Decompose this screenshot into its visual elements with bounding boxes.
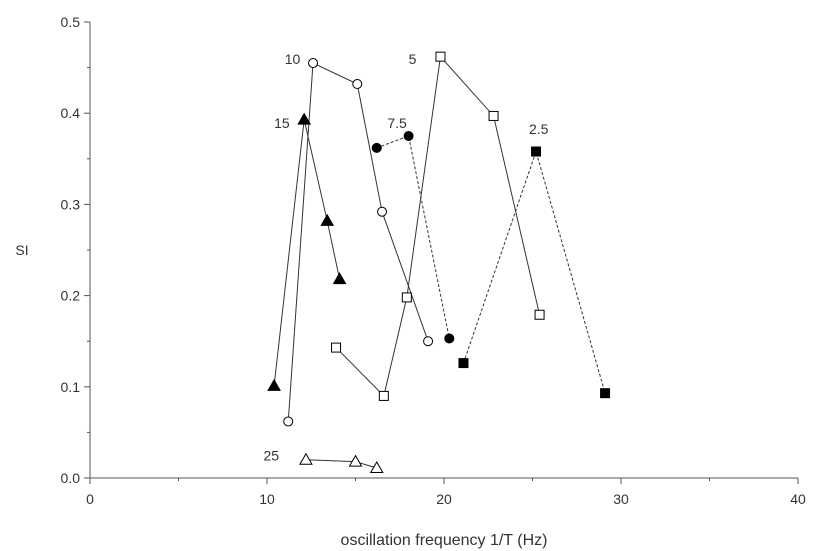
data-point (403, 131, 414, 141)
data-point (444, 333, 455, 344)
data-point (600, 388, 611, 399)
series-markers (267, 51, 611, 473)
y-tick-label: 0.2 (61, 288, 81, 304)
data-point (488, 110, 499, 121)
x-tick-label: 20 (436, 491, 452, 507)
y-ticks: 0.0 0.1 0.2 0.3 0.4 0.5 (61, 14, 90, 486)
series-line-2-5 (462, 149, 606, 394)
series-line-10 (287, 62, 429, 422)
data-point (423, 336, 434, 347)
series-annotation: 10 (285, 51, 301, 67)
series-annotation: 5 (409, 51, 417, 67)
x-tick-label: 40 (790, 491, 806, 507)
data-point (377, 206, 388, 217)
data-point (320, 213, 335, 226)
x-tick-label: 0 (86, 491, 94, 507)
data-point (308, 58, 319, 69)
data-point (331, 342, 342, 353)
data-point (401, 292, 412, 303)
x-ticks: 0 10 20 30 40 (86, 478, 806, 507)
data-point (531, 146, 542, 157)
series-annotation: 7.5 (387, 115, 407, 131)
data-point (435, 51, 446, 62)
series-line-25 (305, 459, 377, 469)
y-tick-label: 0.0 (61, 470, 81, 486)
data-point (348, 454, 363, 467)
data-point (332, 272, 347, 285)
data-point (369, 460, 384, 473)
data-point (352, 79, 363, 90)
data-point (283, 416, 294, 427)
data-point (378, 390, 389, 401)
y-tick-label: 0.3 (61, 196, 81, 212)
x-axis-label: oscillation frequency 1/T (Hz) (341, 532, 548, 549)
data-point (267, 378, 281, 391)
data-point (299, 452, 313, 465)
y-tick-label: 0.1 (61, 379, 81, 395)
series-annotation: 25 (263, 448, 279, 464)
annotations: 15 10 7.5 5 2.5 25 (263, 51, 548, 464)
data-point (371, 142, 382, 153)
x-tick-label: 10 (259, 491, 275, 507)
series-line-5 (335, 55, 541, 397)
y-tick-label: 0.4 (61, 105, 81, 121)
y-tick-label: 0.5 (61, 14, 81, 30)
data-point (534, 309, 545, 320)
data-point (458, 358, 469, 369)
series-annotation: 2.5 (529, 121, 549, 137)
series-line-15 (273, 119, 341, 386)
x-tick-label: 30 (613, 491, 629, 507)
y-axis-label: SI (15, 242, 28, 258)
series-line-7-5 (376, 135, 450, 339)
series-lines (273, 55, 606, 469)
series-annotation: 15 (274, 115, 290, 131)
data-point (297, 112, 312, 125)
